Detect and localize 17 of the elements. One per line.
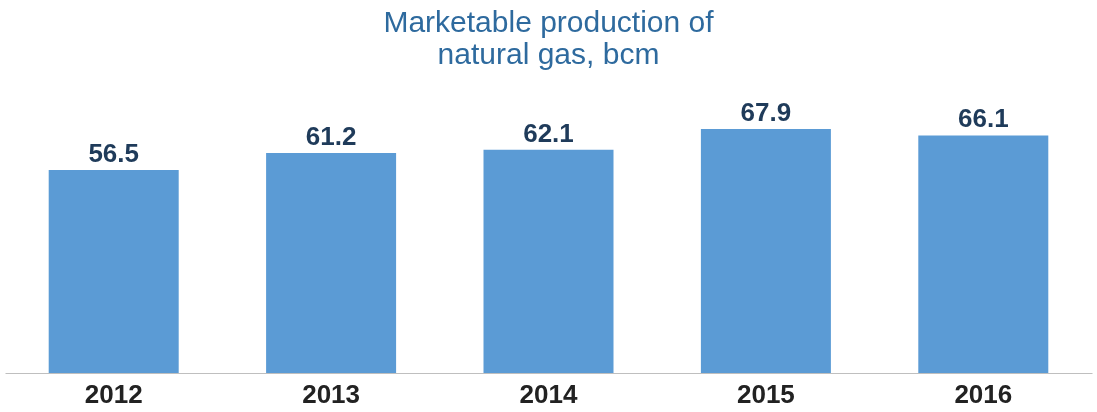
bar xyxy=(48,169,179,373)
data-label: 56.5 xyxy=(88,137,139,168)
x-tick-label: 2013 xyxy=(302,378,361,409)
x-tick-label: 2012 xyxy=(84,378,143,409)
data-label: 66.1 xyxy=(958,103,1009,134)
text: natural gas, bcm xyxy=(437,37,660,70)
bar xyxy=(700,129,831,373)
x-tick-label: 2015 xyxy=(736,378,795,409)
bar xyxy=(483,149,614,373)
data-label: 67.9 xyxy=(740,97,792,127)
x-tick-label: 2016 xyxy=(954,378,1013,409)
bar xyxy=(266,153,397,373)
bar xyxy=(918,135,1049,373)
x-tick-label: 2014 xyxy=(519,378,578,409)
data-label: 61.2 xyxy=(305,121,357,152)
data-label: 62.1 xyxy=(523,117,574,148)
text: Marketable production of xyxy=(383,5,714,38)
